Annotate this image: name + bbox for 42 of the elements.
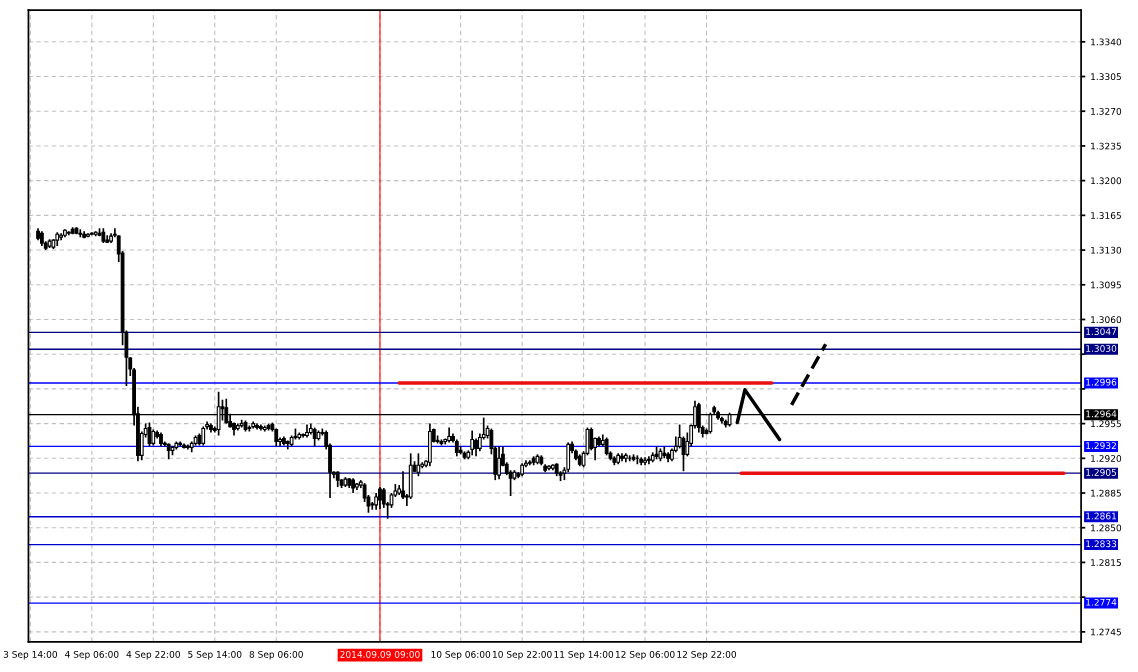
y-tick-label: 1.3305 bbox=[1091, 73, 1121, 81]
ref-line-label: 1.2932 bbox=[1086, 442, 1116, 450]
y-tick-label: 1.3200 bbox=[1091, 177, 1122, 185]
x-tick-label: 11 Sep 14:00 bbox=[554, 650, 614, 660]
candlestick bbox=[497, 445, 501, 480]
candlestick bbox=[662, 445, 667, 460]
x-tick-label: 4 Sep 06:00 bbox=[65, 650, 119, 660]
ref-line-label: 1.2964 bbox=[1086, 410, 1117, 418]
y-tick-label: 1.2955 bbox=[1091, 420, 1121, 428]
x-tick-label: 10 Sep 06:00 bbox=[431, 650, 491, 660]
y-tick-label: 1.3130 bbox=[1091, 246, 1122, 254]
candlestick bbox=[201, 425, 206, 447]
ref-line-label: 1.3030 bbox=[1086, 345, 1117, 352]
y-tick-label: 1.3060 bbox=[1091, 316, 1122, 324]
y-tick-label: 1.3235 bbox=[1091, 142, 1121, 150]
x-tick-label: 2014.09.09 09:00 bbox=[340, 650, 420, 658]
y-tick-label: 1.2885 bbox=[1091, 489, 1121, 497]
y-tick-label: 1.3270 bbox=[1091, 107, 1122, 115]
ref-line-label: 1.2774 bbox=[1086, 598, 1117, 606]
ref-line-label: 1.2861 bbox=[1086, 512, 1117, 520]
y-tick-label: 1.3165 bbox=[1091, 212, 1121, 219]
x-tick-label: 10 Sep 22:00 bbox=[492, 650, 552, 660]
y-tick-label: 1.3340 bbox=[1091, 38, 1122, 46]
x-tick-label: 3 Sep 14:00 bbox=[3, 650, 58, 660]
x-tick-label: 8 Sep 06:00 bbox=[249, 650, 303, 660]
x-tick-label: 4 Sep 22:00 bbox=[126, 650, 180, 660]
candlestick bbox=[378, 486, 382, 510]
x-tick-label: 5 Sep 14:00 bbox=[188, 650, 242, 660]
ref-line-label: 1.2905 bbox=[1086, 468, 1117, 476]
y-tick-label: 1.2920 bbox=[1091, 455, 1122, 462]
y-tick-label: 1.2745 bbox=[1091, 628, 1121, 636]
x-tick-label: 12 Sep 06:00 bbox=[615, 650, 675, 660]
x-tick-label: 12 Sep 22:00 bbox=[677, 650, 737, 660]
candlestick bbox=[147, 421, 152, 448]
ref-line-label: 1.3047 bbox=[1086, 328, 1117, 335]
y-tick-label: 1.2850 bbox=[1091, 524, 1122, 532]
y-tick-label: 1.3095 bbox=[1091, 281, 1121, 289]
ref-line-label: 1.2833 bbox=[1086, 540, 1117, 548]
candlestick bbox=[312, 426, 317, 448]
ref-line-label: 1.2996 bbox=[1086, 378, 1117, 386]
y-tick-label: 1.2815 bbox=[1091, 559, 1121, 566]
candlestick bbox=[416, 452, 421, 477]
